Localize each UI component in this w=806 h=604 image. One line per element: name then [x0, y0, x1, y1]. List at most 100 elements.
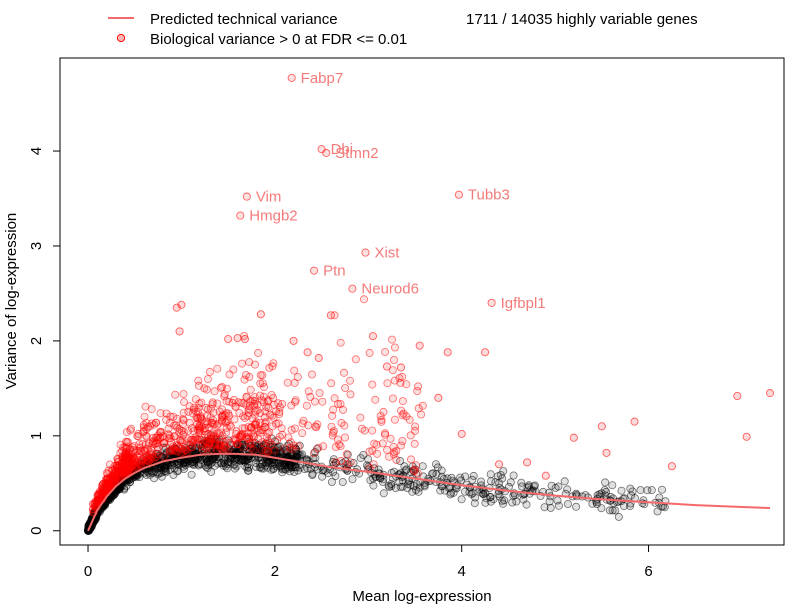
gene-point — [563, 499, 572, 508]
gene-point — [414, 382, 423, 391]
gene-point — [283, 378, 292, 387]
hvg-outlier-point — [481, 348, 490, 357]
gene-point — [406, 480, 415, 489]
gene-point — [388, 394, 397, 403]
gene-point — [530, 482, 539, 491]
gene-point — [303, 464, 312, 473]
gene-point — [436, 486, 445, 495]
gene-point — [379, 489, 388, 498]
gene-point — [290, 462, 299, 471]
hvg-outlier-point — [597, 422, 606, 431]
gene-point — [660, 503, 669, 512]
gene-point — [341, 384, 350, 393]
gene-point — [380, 347, 389, 356]
gene-point — [563, 485, 572, 494]
gene-point — [336, 338, 345, 347]
gene-point — [280, 444, 289, 453]
gene-point — [178, 420, 187, 429]
gene-point — [264, 447, 273, 456]
y-tick-label: 4 — [28, 147, 45, 155]
gene-point — [346, 458, 355, 467]
gene-point — [116, 440, 125, 449]
gene-point — [337, 418, 346, 427]
gene-point — [256, 428, 265, 437]
gene-point — [166, 412, 175, 421]
hvg-outlier-point — [240, 334, 250, 344]
gene-point — [398, 482, 407, 491]
gene-point — [389, 355, 398, 364]
gene-point — [499, 467, 508, 476]
hvg-outlier-point — [396, 363, 406, 372]
gene-point — [208, 398, 217, 407]
gene-point — [546, 503, 555, 512]
gene-point — [336, 442, 345, 451]
gene-point — [365, 464, 374, 473]
gene-point — [123, 437, 132, 446]
gene-point — [265, 410, 274, 419]
gene-point — [142, 431, 151, 440]
gene-point — [121, 451, 130, 460]
gene-point — [398, 397, 407, 406]
gene-point — [522, 500, 531, 509]
gene-point — [402, 465, 411, 474]
gene-point — [410, 439, 419, 448]
gene-label: Stmn2 — [335, 145, 378, 162]
gene-point — [601, 478, 610, 487]
gene-point — [121, 462, 130, 471]
gene-point — [383, 445, 392, 454]
hvg-outlier-point — [256, 310, 265, 319]
gene-point — [216, 428, 225, 437]
gene-point — [383, 379, 392, 388]
hvg-outlier-point — [733, 391, 742, 401]
hvg-outlier-point — [602, 448, 611, 457]
gene-point — [547, 481, 556, 490]
gene-point — [387, 335, 396, 344]
hvg-outlier-point — [368, 332, 378, 341]
labeled-gene-point — [487, 298, 496, 307]
gene-point — [318, 466, 327, 475]
gene-point — [247, 429, 256, 438]
gene-point — [234, 398, 243, 407]
gene-point — [275, 432, 284, 441]
hvg-outlier-point — [415, 341, 424, 350]
hvg-outlier-point — [314, 353, 323, 363]
gene-point — [274, 419, 283, 428]
gene-point — [411, 422, 420, 431]
gene-point — [195, 435, 204, 444]
gene-point — [470, 499, 479, 508]
gene-label: Ptn — [323, 263, 346, 280]
gene-label: Neurod6 — [361, 281, 419, 298]
gene-point — [216, 383, 225, 392]
gene-point — [213, 445, 222, 454]
gene-point — [270, 446, 279, 455]
hvg-outlier-point — [177, 300, 186, 309]
gene-point — [96, 488, 105, 497]
gene-point — [365, 348, 374, 357]
gene-point — [223, 460, 232, 469]
gene-point — [116, 470, 125, 479]
gene-point — [444, 484, 453, 493]
gene-point — [189, 460, 198, 469]
gene-point — [658, 485, 667, 494]
gene-point — [331, 472, 340, 481]
gene-point — [390, 343, 399, 352]
gene-point — [258, 379, 267, 388]
labeled-gene-point — [287, 73, 296, 82]
gene-point — [386, 434, 395, 443]
gene-point — [498, 496, 507, 505]
gene-point — [486, 492, 495, 501]
gene-point — [329, 427, 338, 436]
gene-point — [406, 455, 415, 464]
hvg-outlier-point — [175, 327, 184, 336]
gene-point — [147, 405, 156, 414]
gene-point — [139, 423, 148, 432]
y-tick-label: 1 — [28, 432, 45, 440]
labeled-gene-point — [322, 148, 331, 157]
gene-point — [387, 482, 396, 491]
gene-point — [262, 458, 271, 467]
gene-point — [595, 490, 604, 499]
gene-point — [197, 415, 206, 424]
gene-point — [395, 374, 404, 383]
hvg-outlier-point — [667, 462, 676, 471]
